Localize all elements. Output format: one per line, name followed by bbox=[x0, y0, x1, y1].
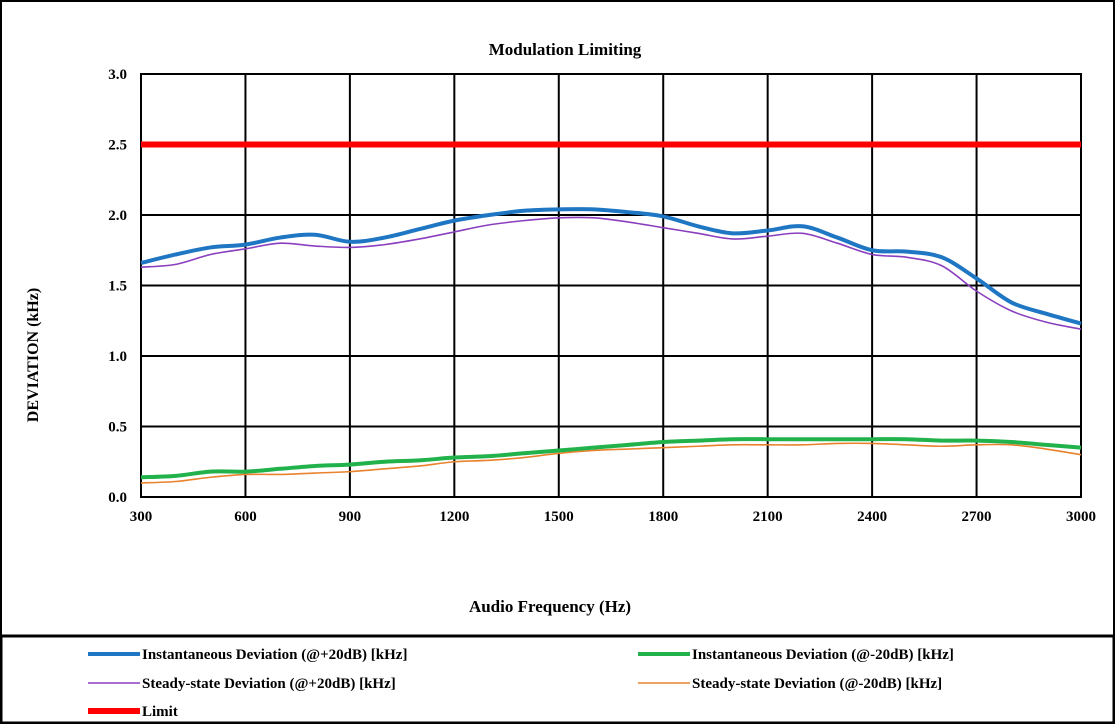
x-axis-label: Audio Frequency (Hz) bbox=[469, 597, 631, 616]
series-layer bbox=[140, 141, 1082, 484]
series-line-instantaneous-deviation-20db-khz bbox=[140, 207, 1082, 326]
series-line-steady-state-deviation-20db-khz bbox=[140, 216, 1082, 330]
legend-layer: Instantaneous Deviation (@+20dB) [kHz] In… bbox=[88, 647, 954, 720]
x-tick-label: 1800 bbox=[648, 509, 678, 525]
legend-box bbox=[0, 634, 1115, 724]
legend-label: Instantaneous Deviation (@+20dB) [kHz] bbox=[142, 647, 407, 663]
y-axis-label: DEVIATION (kHz) bbox=[25, 288, 42, 422]
legend-label: Instantaneous Deviation (@-20dB) [kHz] bbox=[692, 647, 954, 663]
y-tick-label: 1.5 bbox=[108, 279, 127, 295]
y-tick-label: 3.0 bbox=[108, 67, 127, 83]
y-tick-label: 1.0 bbox=[108, 349, 127, 365]
y-tick-label: 2.5 bbox=[108, 138, 127, 154]
series-line-steady-state-deviation-20db-khz bbox=[140, 442, 1082, 484]
x-tick-label: 900 bbox=[339, 509, 362, 525]
legend-label: Limit bbox=[142, 704, 178, 720]
tick-layer: 300 600 900 1200 1500 1800 2100 2400 2700 3000 0.0… bbox=[108, 67, 1096, 525]
plot-area-border bbox=[140, 73, 1082, 498]
y-tick-label: 0.5 bbox=[108, 420, 127, 436]
x-tick-label: 300 bbox=[130, 509, 153, 525]
x-tick-label: 1200 bbox=[439, 509, 469, 525]
x-tick-label: 2100 bbox=[753, 509, 783, 525]
legend-label: Steady-state Deviation (@+20dB) [kHz] bbox=[142, 676, 396, 692]
x-tick-label: 1500 bbox=[544, 509, 574, 525]
x-tick-label: 2400 bbox=[857, 509, 887, 525]
chart-title: Modulation Limiting bbox=[489, 40, 642, 59]
x-tick-label: 600 bbox=[234, 509, 257, 525]
x-tick-label: 3000 bbox=[1066, 509, 1096, 525]
y-tick-label: 0.0 bbox=[108, 490, 127, 506]
legend-label: Steady-state Deviation (@-20dB) [kHz] bbox=[692, 676, 942, 692]
x-tick-label: 2700 bbox=[962, 509, 992, 525]
series-line-instantaneous-deviation-20db-khz bbox=[140, 437, 1082, 480]
y-tick-label: 2.0 bbox=[108, 208, 127, 224]
